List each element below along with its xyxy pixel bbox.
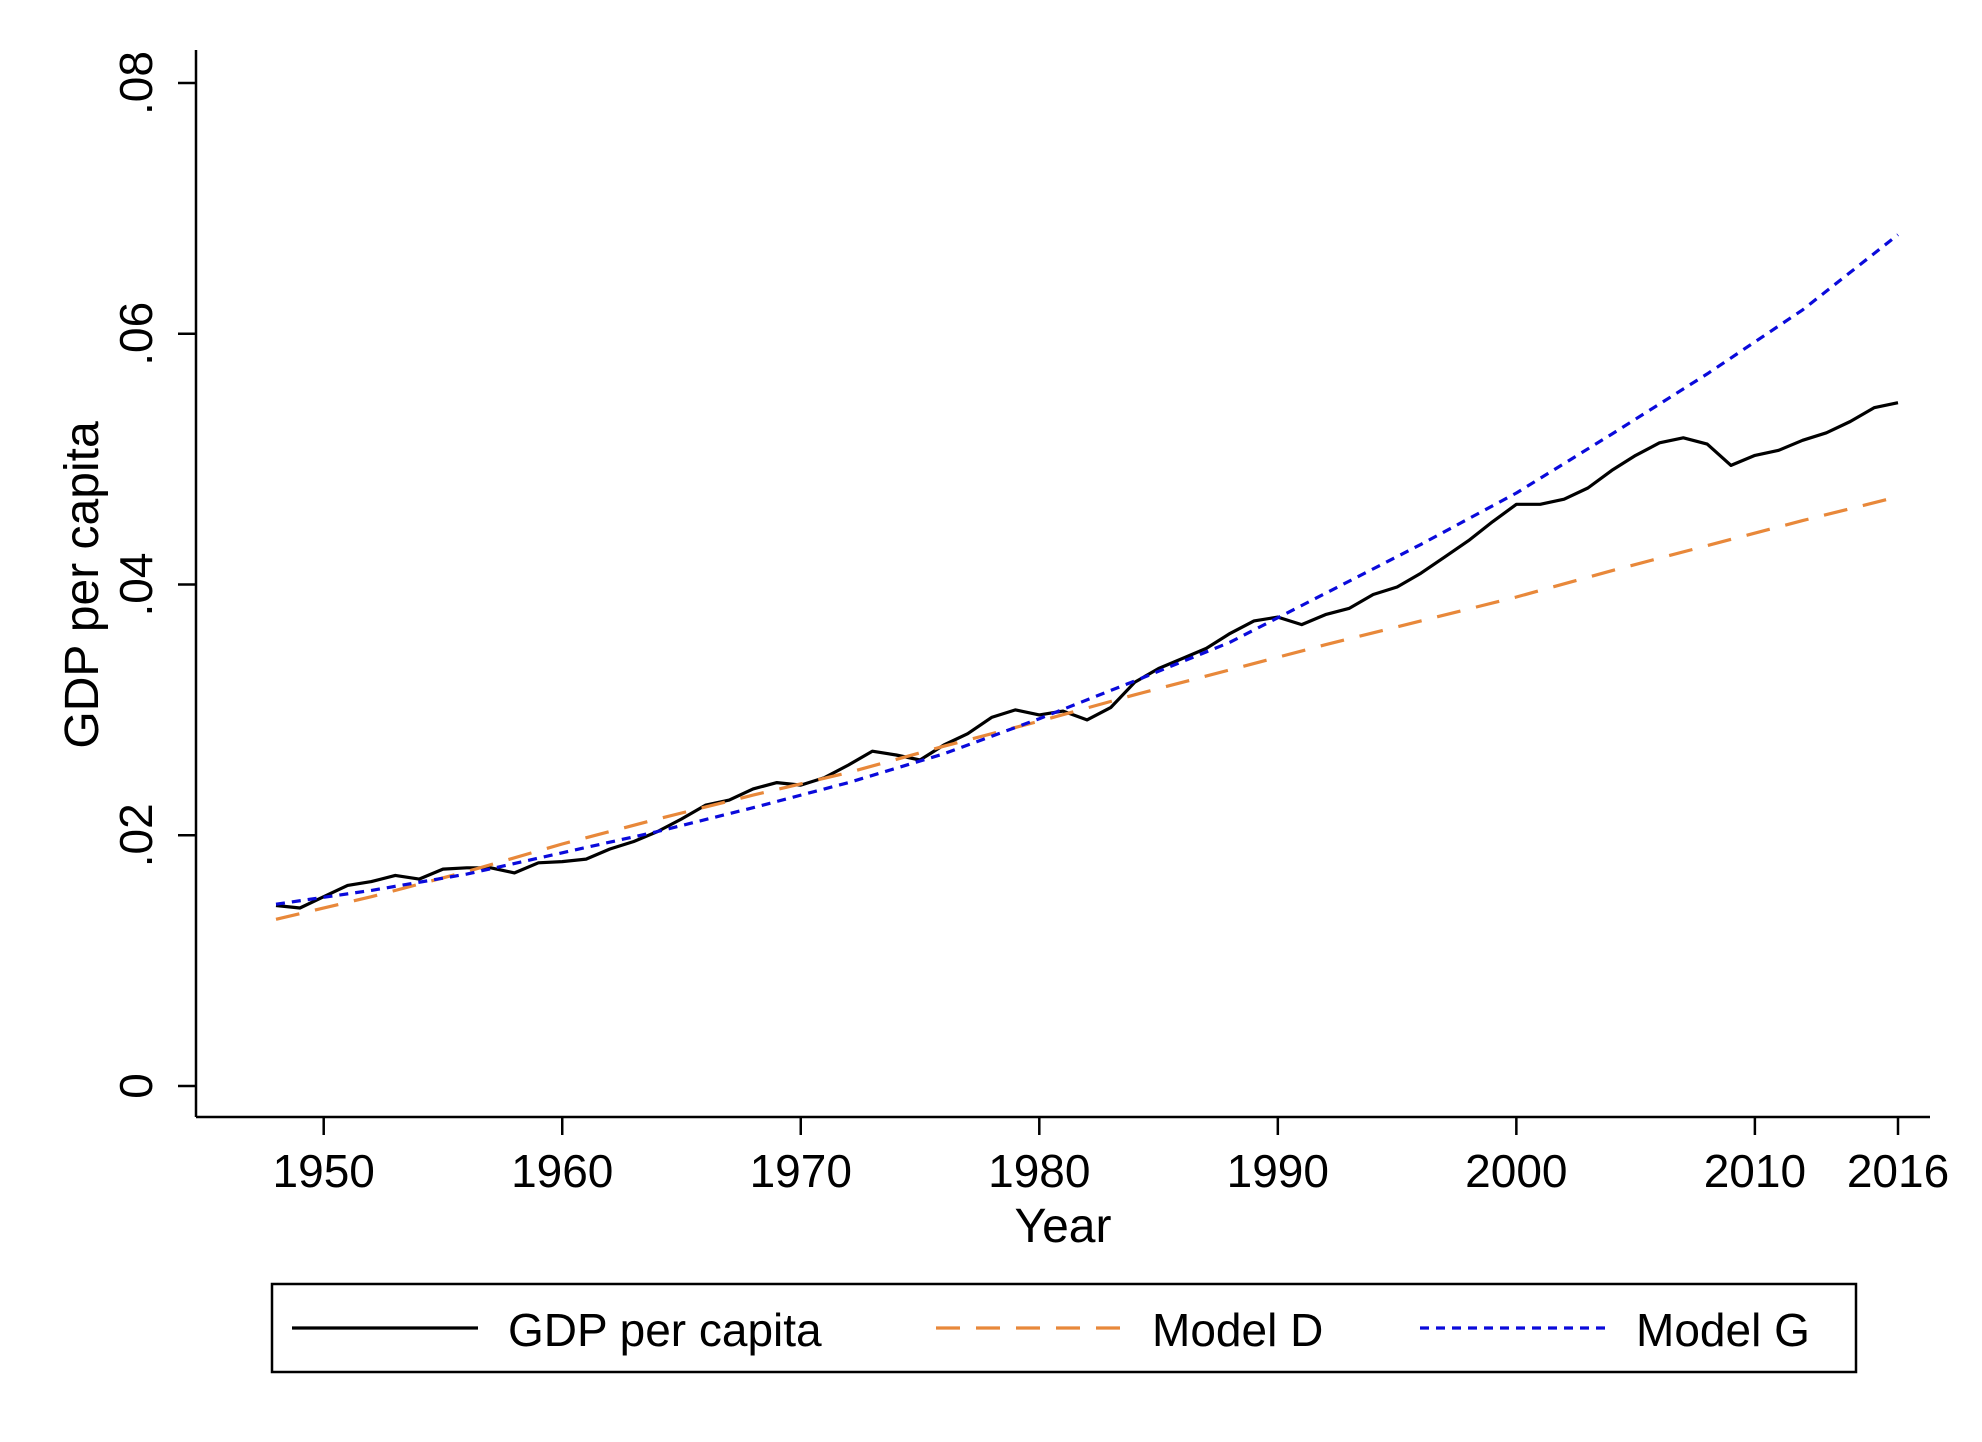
y-tick-label: .08 bbox=[110, 51, 162, 115]
y-axis-ticks: 0 .02 .04 .06 .08 bbox=[110, 51, 196, 1099]
x-tick-label: 2000 bbox=[1465, 1145, 1567, 1197]
x-tick-label: 1990 bbox=[1227, 1145, 1329, 1197]
x-tick-label: 1960 bbox=[511, 1145, 613, 1197]
x-tick-label: 1950 bbox=[273, 1145, 375, 1197]
x-tick-label: 1970 bbox=[750, 1145, 852, 1197]
x-tick-label: 2016 bbox=[1847, 1145, 1949, 1197]
series-line-model-g bbox=[275, 233, 1899, 906]
legend-label-model-d: Model D bbox=[1152, 1304, 1323, 1356]
y-tick-label: 0 bbox=[110, 1073, 162, 1099]
x-tick-label: 2010 bbox=[1704, 1145, 1806, 1197]
x-axis-ticks: 1950 1960 1970 1980 1990 2000 2010 2016 bbox=[273, 1117, 1949, 1197]
y-tick-label: .06 bbox=[110, 302, 162, 366]
legend-label-gdp-per-capita: GDP per capita bbox=[508, 1304, 822, 1356]
y-axis-title: GDP per capita bbox=[56, 421, 109, 749]
series-line-gdp-per-capita bbox=[275, 401, 1899, 910]
x-tick-label: 1980 bbox=[988, 1145, 1090, 1197]
series-lines bbox=[275, 233, 1899, 921]
y-tick-label: .04 bbox=[110, 553, 162, 617]
x-axis-title: Year bbox=[1015, 1200, 1112, 1253]
legend: GDP per capita Model D Model G bbox=[270, 1282, 1858, 1374]
legend-label-model-g: Model G bbox=[1636, 1304, 1810, 1356]
y-tick-label: .02 bbox=[110, 803, 162, 867]
